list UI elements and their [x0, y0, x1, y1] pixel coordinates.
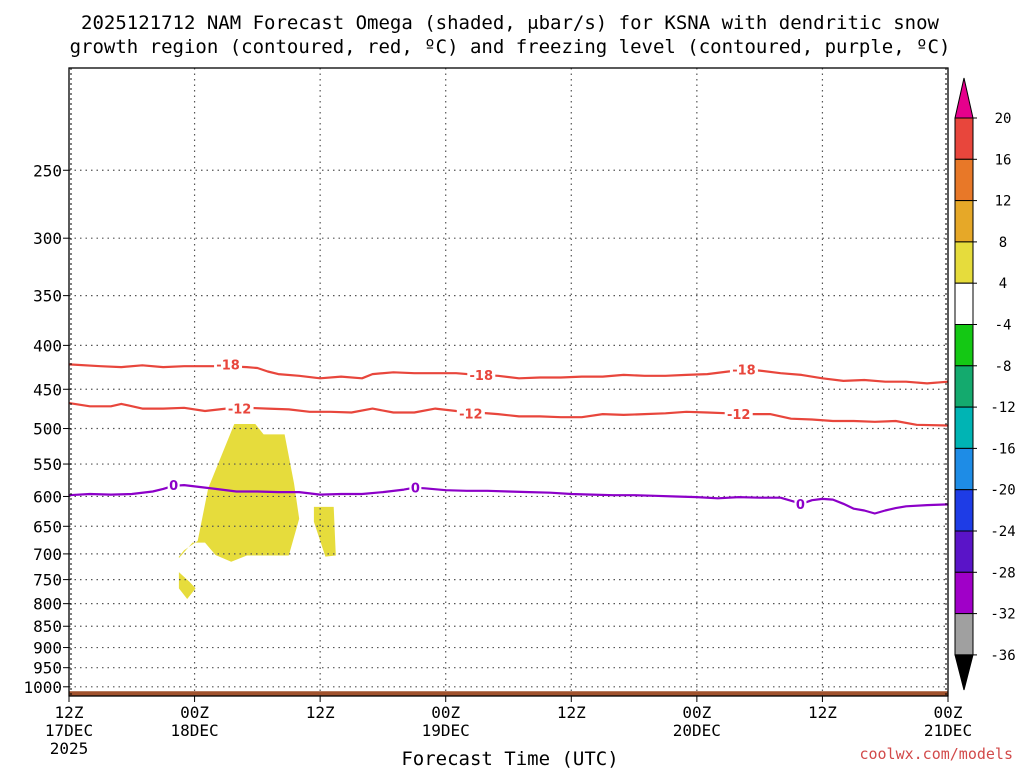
contour-label-bg [409, 480, 422, 494]
colorbar-label: -8 [995, 359, 1012, 375]
chart-title-line-1: 2025121712 NAM Forecast Omega (shaded, μ… [81, 12, 939, 34]
y-tick-label-650: 650 [33, 517, 62, 536]
y-tick-label-600: 600 [33, 487, 62, 506]
contour-label: 0 [411, 482, 420, 497]
contour-line [68, 484, 949, 515]
y-tick-label-800: 800 [33, 595, 62, 614]
colorbar-label: -32 [990, 607, 1015, 623]
y-tick-label-450: 450 [33, 380, 62, 399]
contour-label: 0 [796, 498, 805, 513]
contour-label: 0 [169, 479, 178, 494]
colorbar-label: -4 [995, 318, 1012, 334]
colorbar-bin-13 [954, 613, 974, 656]
colorbar-label: 20 [995, 111, 1012, 127]
x-tick-date-1: 18DEC [170, 721, 218, 740]
y-tick-label-550: 550 [33, 455, 62, 474]
contour-label: -12 [727, 408, 751, 423]
y-tick-label-300: 300 [33, 229, 62, 248]
colorbar-label: -12 [990, 400, 1015, 416]
contour-label-bg [167, 478, 180, 492]
chart-title-line-2: growth region (contoured, red, ºC) and f… [70, 36, 951, 58]
colorbar-arrow-top [954, 77, 974, 119]
colorbar-label: -20 [990, 483, 1015, 499]
contour-label-bg [729, 362, 758, 376]
y-tick-label-950: 950 [33, 659, 62, 678]
y-tick-label-400: 400 [33, 336, 62, 355]
colorbar: 20 16 12 8 4 -4 -8 -12 -16 -20 -24 -28 -32 -36 [954, 77, 1016, 691]
y-tick-label-500: 500 [33, 420, 62, 439]
colorbar-bin-9 [954, 447, 974, 491]
colorbar-label: 12 [995, 194, 1012, 210]
x-tick-time-5: 00Z [682, 703, 711, 722]
plot-frame [68, 67, 949, 697]
contour-label-bg [724, 407, 753, 421]
x-tick-time-2: 12Z [306, 703, 335, 722]
y-tick-label-850: 850 [33, 617, 62, 636]
contour-line [68, 402, 949, 427]
x-tick-date-7: 21DEC [924, 721, 972, 740]
colorbar-bin-10 [954, 489, 974, 532]
colorbar-bin-5 [954, 282, 974, 326]
contour-label-bg [456, 406, 485, 420]
colorbar-arrow-bottom [954, 654, 974, 691]
x-tick-time-3: 00Z [431, 703, 460, 722]
contour-label-bg [225, 401, 254, 415]
watermark: coolwx.com/models [859, 745, 1013, 763]
terrain-band [69, 691, 948, 696]
colorbar-bin-3 [954, 200, 974, 243]
contour-line [68, 363, 949, 385]
contour-dgz-12: -12 -12 -12 [68, 401, 949, 427]
x-tick-date-3: 19DEC [422, 721, 470, 740]
colorbar-bin-2 [954, 158, 974, 202]
x-tick-time-6: 12Z [808, 703, 837, 722]
x-tick-time-1: 00Z [180, 703, 209, 722]
colorbar-label: -16 [990, 441, 1015, 457]
colorbar-bin-4 [954, 241, 974, 284]
y-tick-label-750: 750 [33, 571, 62, 590]
contour-label-bg [467, 367, 496, 381]
contour-freezing-level: 0 0 0 [68, 478, 949, 515]
y-tick-label-900: 900 [33, 639, 62, 658]
colorbar-label: 4 [999, 276, 1007, 292]
contour-label-bg [794, 496, 807, 510]
y-tick-label-700: 700 [33, 545, 62, 564]
contour-label: -18 [732, 364, 756, 379]
shaded-region-omega-4-8-main [178, 424, 300, 599]
colorbar-label: -24 [990, 524, 1015, 540]
shaded-region-omega-4-8-small [313, 506, 336, 557]
x-tick-time-7: 00Z [934, 703, 963, 722]
x-tick-time-0: 12Z [55, 703, 84, 722]
x-tick-year-0: 2025 [50, 739, 89, 758]
colorbar-bin-8 [954, 406, 974, 449]
y-tick-label-1000: 1000 [23, 678, 62, 697]
colorbar-bin-7 [954, 365, 974, 408]
colorbar-label: 16 [995, 152, 1012, 168]
contour-label: -12 [228, 403, 252, 418]
colorbar-bin-1 [954, 117, 974, 160]
x-tick-date-0: 17DEC [45, 721, 93, 740]
colorbar-label: -36 [990, 648, 1015, 664]
y-tick-label-250: 250 [33, 161, 62, 180]
x-tick-date-5: 20DEC [673, 721, 721, 740]
colorbar-bin-12 [954, 571, 974, 615]
colorbar-bin-11 [954, 530, 974, 573]
contour-label: -18 [216, 358, 240, 373]
colorbar-label: 8 [999, 235, 1007, 251]
contour-dgz-18: -18 -18 -18 [68, 357, 949, 385]
colorbar-label: -28 [990, 565, 1015, 581]
colorbar-bin-6 [954, 324, 974, 367]
contour-label: -18 [470, 369, 494, 384]
x-axis-label: Forecast Time (UTC) [401, 748, 618, 768]
contour-label-bg [214, 357, 243, 371]
x-tick-time-4: 12Z [557, 703, 586, 722]
y-tick-label-350: 350 [33, 287, 62, 306]
contour-label: -12 [459, 407, 483, 422]
